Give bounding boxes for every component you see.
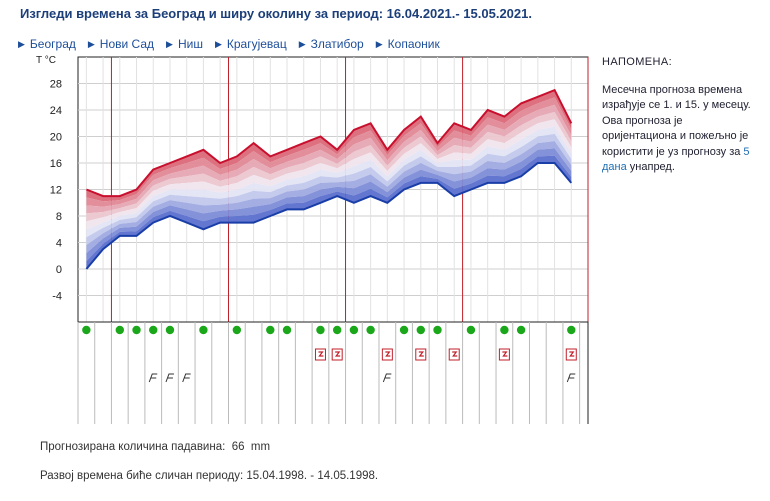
- nav-item-label: Копаоник: [387, 37, 440, 51]
- rain-icon: [199, 325, 208, 335]
- y-tick-label: 8: [56, 211, 62, 223]
- nav-item-kragujevac[interactable]: ▶ Крагујевац: [215, 37, 287, 51]
- rain-icon: [82, 325, 91, 335]
- chevron-right-icon: ▶: [166, 38, 173, 49]
- temperature-band: [86, 104, 572, 214]
- rain-icon: [132, 325, 141, 335]
- rain-icon: [165, 325, 175, 335]
- y-tick-label: 16: [50, 158, 62, 170]
- wind-icon: [148, 373, 158, 383]
- nav-item-novi-sad[interactable]: ▶ Нови Сад: [88, 37, 154, 51]
- note-text-before: Месечна прогноза времена израђује се 1. …: [602, 83, 751, 158]
- rain-icon: [316, 325, 325, 335]
- rain-icon: [115, 325, 125, 335]
- lightning-icon: [569, 351, 575, 357]
- rain-icon: [516, 325, 526, 335]
- y-tick-label: 28: [50, 79, 62, 91]
- rain-icon: [433, 325, 442, 335]
- min-temp-line: [85, 162, 573, 270]
- chevron-right-icon: ▶: [214, 38, 222, 49]
- precip-value: 66: [231, 441, 245, 453]
- note-heading: НАПОМЕНА:: [602, 56, 673, 68]
- analog-label: Развој времена биће сличан периоду:: [40, 470, 244, 482]
- rain-icon: [349, 325, 359, 335]
- rain-icon: [266, 325, 275, 335]
- lightning-icon: [385, 351, 391, 357]
- precip-line: Прогнозирана количина падавина: 66 mm: [40, 441, 270, 453]
- nav-item-zlatibor[interactable]: ▶ Златибор: [299, 37, 364, 51]
- y-axis-label: T °C: [36, 55, 56, 66]
- wind-icon: [382, 373, 392, 383]
- nav-item-label: Златибор: [310, 37, 364, 51]
- nav-item-label: Београд: [29, 37, 76, 51]
- rain-icon: [500, 325, 509, 335]
- rain-icon: [282, 325, 292, 335]
- rain-icon: [567, 325, 576, 335]
- temperature-band: [86, 90, 572, 202]
- wind-icon: [165, 373, 174, 383]
- temperature-band: [86, 97, 572, 207]
- lightning-icon: [418, 351, 424, 357]
- note-panel: НАПОМЕНА: Месечна прогноза времена израђ…: [602, 55, 752, 176]
- y-tick-label: 4: [56, 238, 62, 250]
- analog-value: 15.04.1998. - 14.05.1998.: [246, 470, 379, 482]
- y-tick-label: 12: [50, 185, 62, 197]
- chevron-right-icon: ▶: [18, 38, 25, 49]
- precip-label: Прогнозирана количина падавина:: [40, 441, 226, 453]
- nav-item-kopaonik[interactable]: ▶ Копаоник: [376, 37, 440, 51]
- y-tick-label: 20: [50, 132, 62, 144]
- chevron-right-icon: ▶: [298, 38, 306, 49]
- symbol-area: [77, 321, 589, 424]
- note-link[interactable]: 5 дана: [602, 145, 750, 174]
- rain-icon: [232, 325, 242, 335]
- wind-icon: [566, 373, 576, 383]
- nav-item-beograd[interactable]: ▶ Београд: [18, 37, 76, 51]
- nav-item-nis[interactable]: ▶ Ниш: [166, 37, 203, 51]
- rain-icon: [466, 325, 476, 335]
- rain-icon: [366, 325, 375, 335]
- precip-unit: mm: [250, 441, 271, 453]
- nav-item-label: Ниш: [177, 37, 203, 51]
- max-temp-line: [86, 88, 573, 198]
- nav-item-label: Крагујевац: [226, 37, 287, 51]
- rain-icon: [416, 325, 425, 335]
- y-tick-label: 24: [50, 105, 62, 117]
- rain-icon: [149, 325, 158, 335]
- chevron-right-icon: ▶: [87, 38, 95, 49]
- lightning-icon: [318, 351, 324, 357]
- y-tick-label: -4: [52, 291, 62, 303]
- nav-item-label: Нови Сад: [99, 37, 155, 51]
- chevron-right-icon: ▶: [375, 38, 383, 49]
- y-tick-label: 0: [56, 264, 62, 276]
- lightning-icon: [502, 351, 508, 357]
- lightning-icon: [452, 351, 458, 357]
- city-nav: ▶ Београд ▶ Нови Сад ▶ Ниш ▶ Крагујевац ▶ Зла…: [18, 37, 440, 51]
- rain-icon: [332, 325, 342, 335]
- analog-line: Развој времена биће сличан периоду: 15.0…: [40, 470, 378, 482]
- rain-icon: [399, 325, 409, 335]
- note-text: Месечна прогноза времена израђује се 1. …: [602, 83, 752, 176]
- page-title: Изгледи времена за Београд и ширу околин…: [20, 6, 532, 21]
- wind-icon: [182, 373, 191, 383]
- note-text-after: унапред.: [626, 161, 675, 173]
- lightning-icon: [334, 351, 341, 357]
